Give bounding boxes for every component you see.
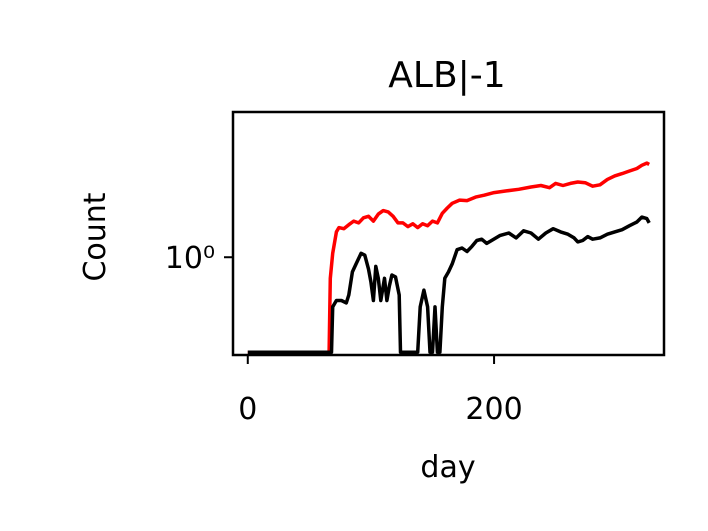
x-tick-label: 200 bbox=[465, 392, 522, 427]
x-axis-label: day bbox=[420, 450, 475, 485]
chart-title: ALB|-1 bbox=[388, 55, 505, 96]
plot-frame bbox=[231, 110, 666, 357]
x-tick-label: 0 bbox=[238, 392, 257, 427]
series-line-0 bbox=[247, 161, 651, 354]
y-axis-label: Count bbox=[78, 192, 113, 281]
series-line-1 bbox=[247, 215, 651, 354]
x-axis: 0 200 bbox=[238, 355, 523, 427]
y-axis: 10⁰ bbox=[165, 241, 233, 276]
series-layer bbox=[247, 161, 651, 354]
y-tick-label: 10⁰ bbox=[165, 241, 215, 276]
